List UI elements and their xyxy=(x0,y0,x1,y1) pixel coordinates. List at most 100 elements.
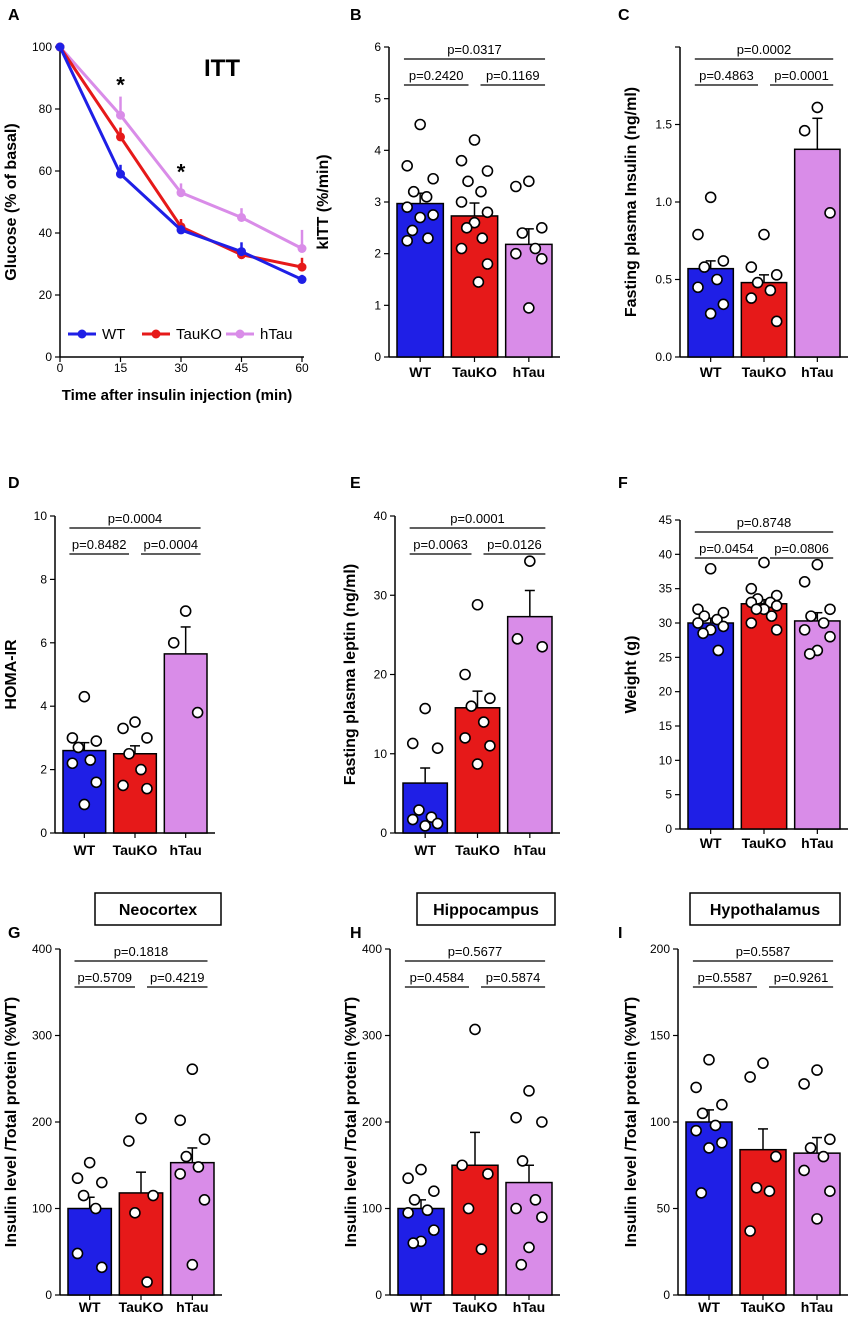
data-point xyxy=(476,232,489,244)
data-point xyxy=(66,757,79,770)
comparison-bracket: p=0.8482 xyxy=(69,537,129,555)
data-point xyxy=(516,227,529,239)
x-tick-label: 45 xyxy=(235,361,249,375)
y-tick-label: 45 xyxy=(659,513,673,527)
data-point xyxy=(414,118,426,131)
data-point xyxy=(811,101,824,114)
data-point xyxy=(421,1204,434,1217)
data-point xyxy=(180,1150,193,1163)
y-tick-label: 2 xyxy=(374,247,381,261)
data-point xyxy=(484,692,496,705)
bar-group-htau: hTau xyxy=(169,1063,215,1315)
panel-e-bar-chart: E 0 10 20 30 40 Fasting plasma leptin (ng/ml) W… xyxy=(342,475,560,858)
y-tick-label: 150 xyxy=(650,1029,670,1043)
data-point xyxy=(482,1168,494,1180)
y-axis-label: Insulin level /Total protein (%WT) xyxy=(623,997,640,1247)
category-label: hTau xyxy=(514,842,546,858)
bar-group-tauko: TauKO xyxy=(740,556,788,851)
data-point xyxy=(66,732,79,744)
data-point xyxy=(459,668,471,681)
data-point xyxy=(692,603,704,616)
data-point xyxy=(428,1185,440,1197)
category-label: WT xyxy=(73,842,95,858)
bar-group-htau: hTau xyxy=(793,558,841,851)
data-point xyxy=(135,1112,147,1125)
y-tick-label: 0 xyxy=(665,822,672,836)
data-point xyxy=(804,1142,817,1154)
data-point xyxy=(89,1202,102,1215)
legend-label: hTau xyxy=(260,326,293,343)
data-point xyxy=(71,1172,84,1185)
data-point xyxy=(459,732,471,744)
data-point xyxy=(824,630,836,643)
legend-marker xyxy=(235,329,245,339)
y-tick-label: 8 xyxy=(40,572,47,586)
data-point xyxy=(90,735,103,747)
p-value-label: p=0.0317 xyxy=(447,42,502,57)
y-tick-label: 0 xyxy=(374,350,381,364)
y-tick-label: 3 xyxy=(374,195,381,209)
bar xyxy=(740,603,788,830)
data-point xyxy=(90,776,103,789)
y-axis-label: HOMA-IR xyxy=(3,639,20,710)
data-point xyxy=(698,610,711,622)
panel-letter: F xyxy=(618,475,628,492)
y-tick-label: 300 xyxy=(362,1029,382,1043)
data-point xyxy=(135,763,147,776)
data-point xyxy=(750,1181,763,1194)
data-point xyxy=(511,633,524,645)
y-tick-label: 1.5 xyxy=(655,118,672,132)
data-point xyxy=(401,160,413,172)
bar-group-htau: hTau xyxy=(163,605,208,858)
data-point xyxy=(455,196,468,208)
data-point xyxy=(456,1159,468,1172)
bar-group-wt: WT xyxy=(687,562,735,851)
y-tick-label: 1 xyxy=(374,298,381,312)
data-point xyxy=(297,262,307,272)
data-point xyxy=(510,1202,522,1215)
category-label: WT xyxy=(414,842,436,858)
panel-g-bar-chart: G 0 100 200 300 400 Insulin level /Total prote… xyxy=(3,892,222,1315)
category-label: hTau xyxy=(176,1299,208,1315)
data-point xyxy=(475,1243,488,1255)
data-point xyxy=(428,1224,440,1236)
p-value-label: p=0.1818 xyxy=(114,944,169,959)
panel-letter: G xyxy=(8,925,20,942)
y-tick-label: 30 xyxy=(374,588,388,602)
y-tick-label: 100 xyxy=(32,1202,52,1216)
data-point xyxy=(510,1111,522,1124)
data-point xyxy=(431,742,444,755)
data-point xyxy=(468,134,481,146)
bar xyxy=(397,1207,445,1296)
comparison-bracket: p=0.5874 xyxy=(481,970,546,988)
panel-a-itt-line-chart: A 0 20 40 60 80 100 Glucose (% of basal) 0 15 30 45… xyxy=(3,7,309,404)
y-tick-label: 60 xyxy=(39,164,53,178)
data-point xyxy=(758,228,770,241)
data-point xyxy=(758,556,770,569)
data-point xyxy=(712,644,725,657)
y-tick-label: 4 xyxy=(374,143,381,157)
data-point xyxy=(191,706,204,719)
y-tick-label: 200 xyxy=(362,1115,382,1129)
data-point xyxy=(141,782,153,795)
data-point xyxy=(696,1107,709,1120)
data-point xyxy=(770,315,783,328)
data-point xyxy=(757,1057,769,1069)
data-point xyxy=(717,606,730,619)
data-point xyxy=(770,600,783,612)
legend-label: WT xyxy=(102,326,125,343)
bar xyxy=(450,215,499,358)
y-tick-label: 6 xyxy=(374,40,381,54)
data-point xyxy=(198,1194,211,1206)
data-point xyxy=(698,261,711,273)
series-wt xyxy=(55,42,307,284)
panel-letter: A xyxy=(8,7,20,24)
data-point xyxy=(78,690,91,703)
y-tick-label: 0 xyxy=(40,826,47,840)
p-value-label: p=0.5677 xyxy=(448,944,503,959)
data-point xyxy=(811,1213,823,1225)
bar-group-tauko: TauKO xyxy=(450,134,499,380)
data-point xyxy=(402,1207,414,1219)
data-point xyxy=(475,185,487,198)
y-tick-label: 50 xyxy=(657,1202,671,1216)
